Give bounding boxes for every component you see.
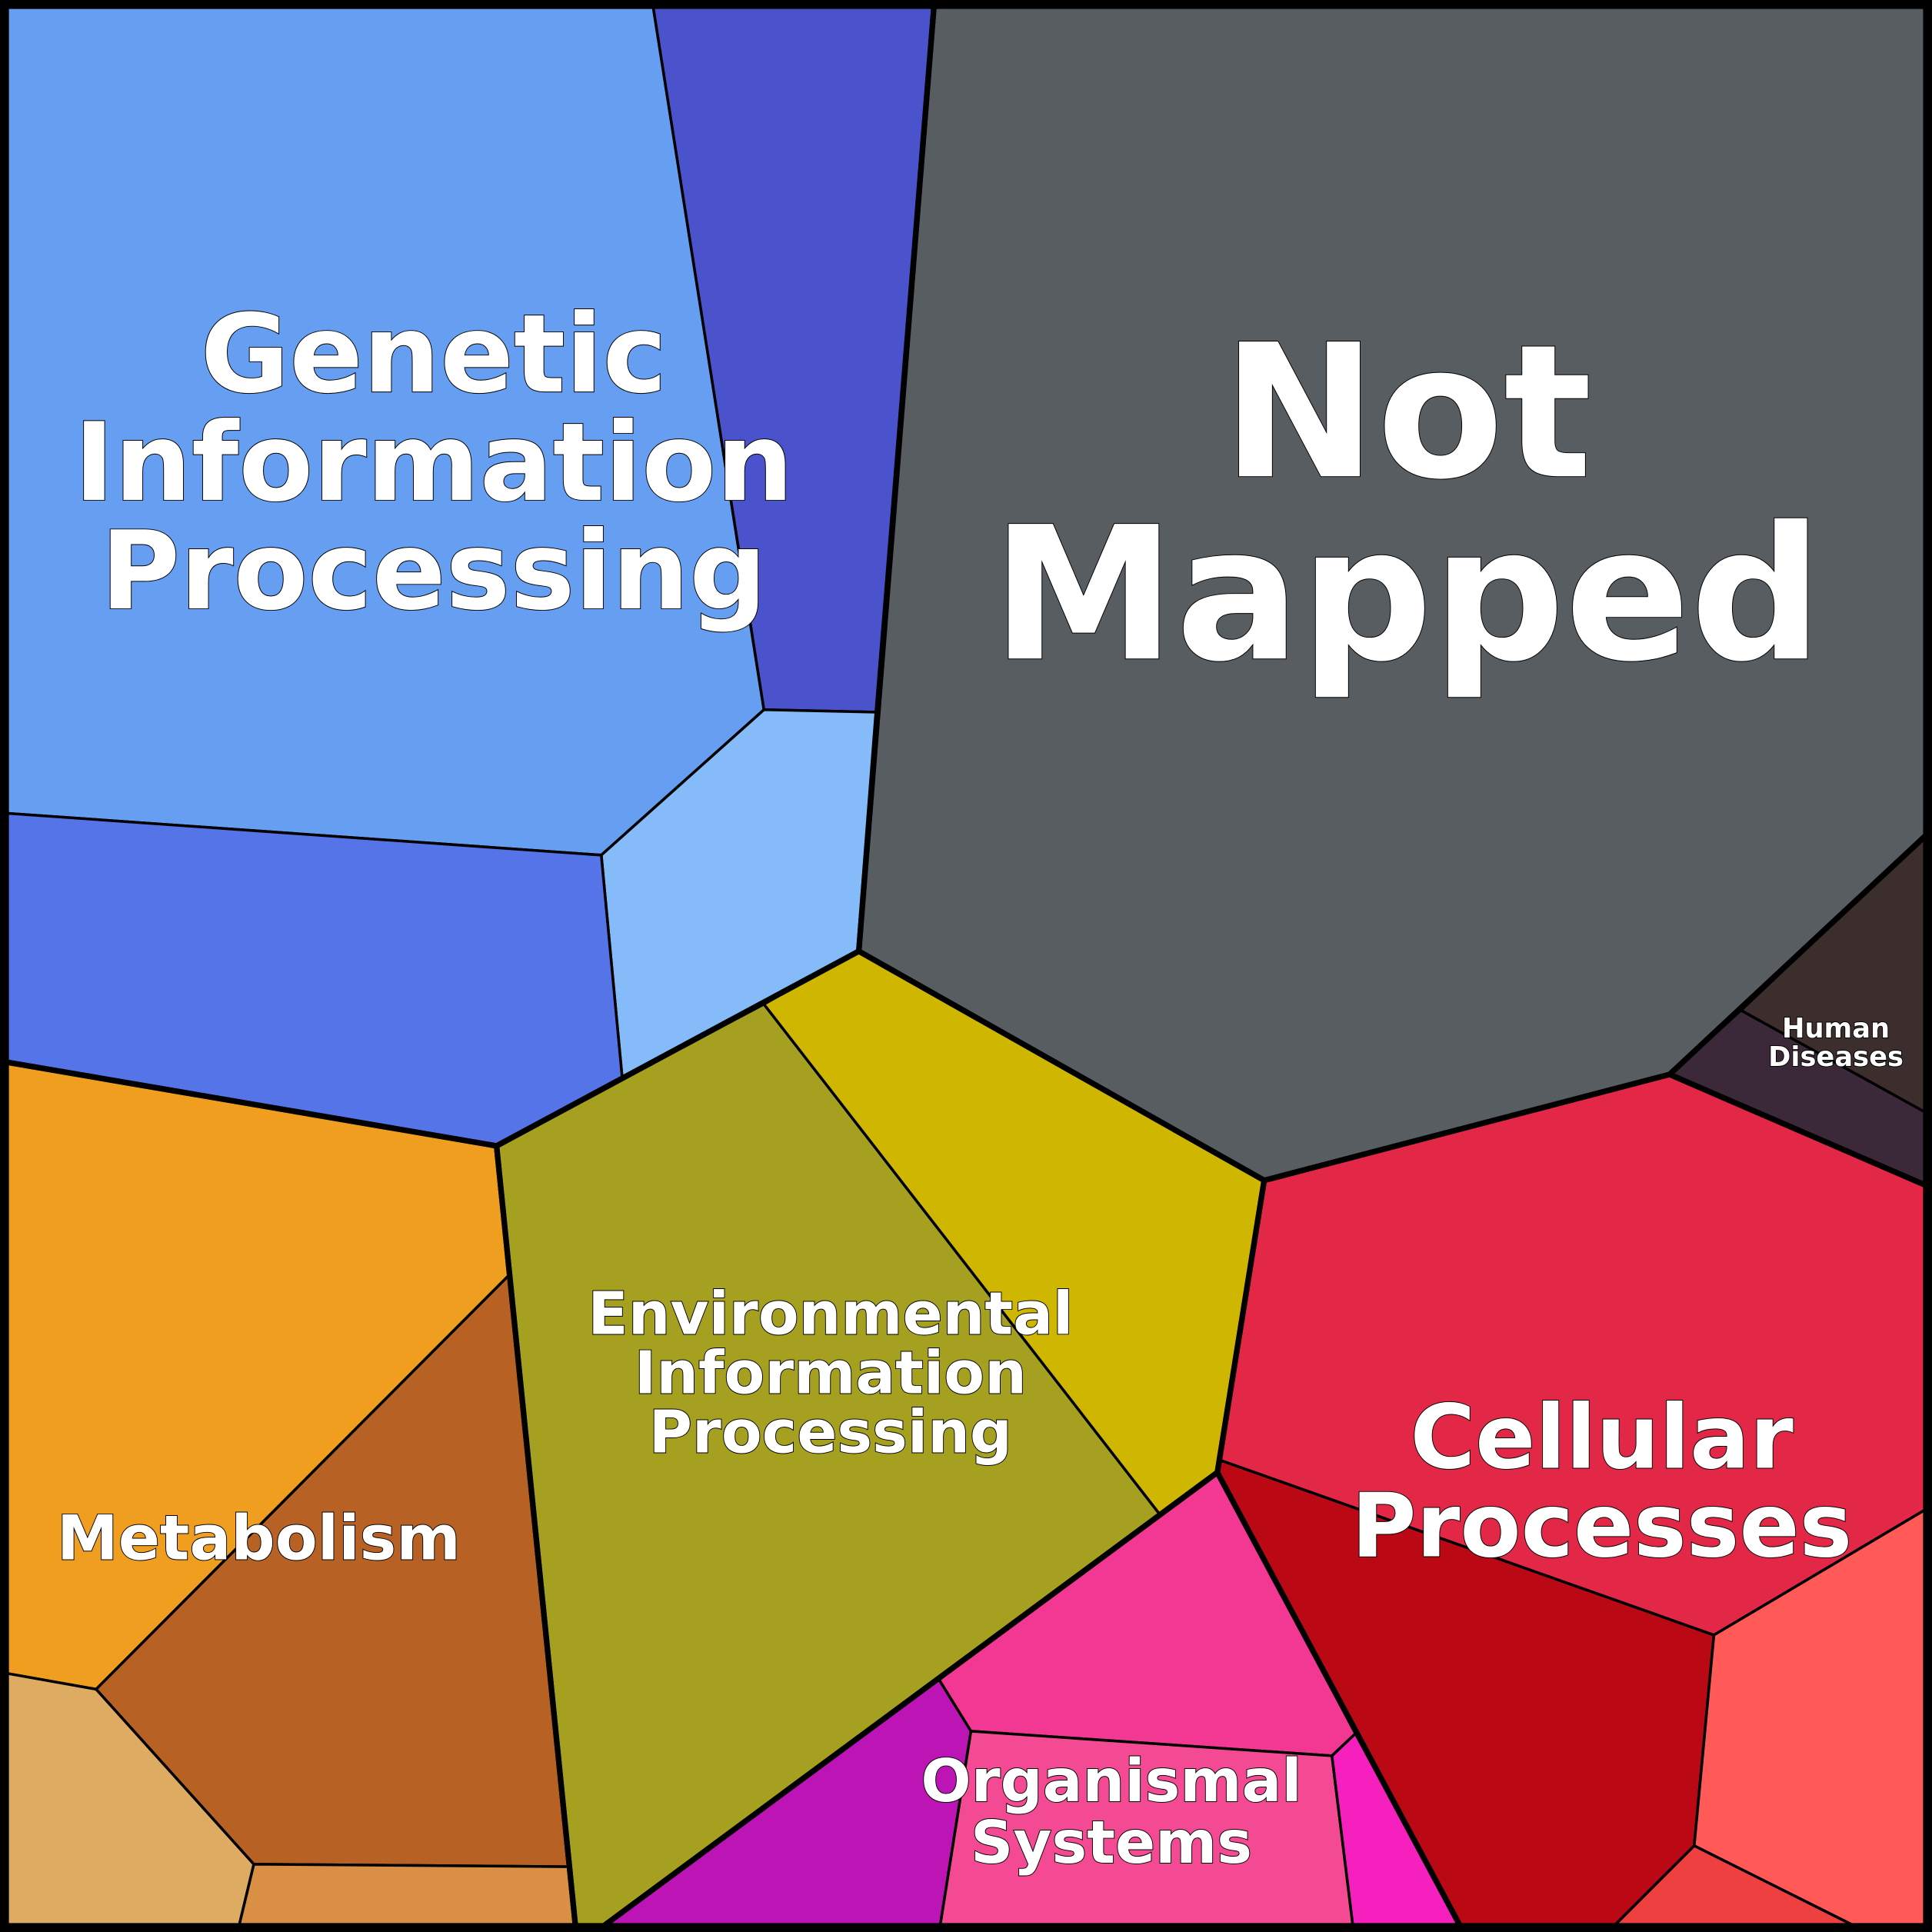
organismal-systems-label-line: Organismal	[921, 1747, 1301, 1816]
genetic-information-processing-label-line: Genetic	[201, 291, 668, 418]
genetic-information-processing-label-line: Processing	[101, 508, 767, 635]
environmental-information-processing-label: Environmental Information Processing	[588, 1281, 1073, 1467]
genetic-information-processing-label-line: Information	[74, 400, 793, 526]
not-mapped-label-line: Mapped	[991, 487, 1822, 702]
metabolism-cell-4	[237, 1863, 578, 1927]
not-mapped-label-line: Not	[1222, 305, 1592, 520]
metabolism-label: Metabolism	[57, 1502, 461, 1574]
human-diseases-label-line: Diseases	[1768, 1041, 1904, 1073]
environmental-information-processing-label-line: Environmental	[588, 1281, 1073, 1349]
environmental-information-processing-label-line: Processing	[649, 1398, 1012, 1467]
not-mapped-label: Not Mapped	[991, 305, 1822, 702]
cellular-processes-label-line: Processes	[1351, 1475, 1852, 1578]
organismal-systems-label: Organismal Systems	[921, 1747, 1301, 1877]
cellular-processes-label: Cellular Processes	[1351, 1386, 1852, 1577]
organismal-systems-label-line: Systems	[971, 1809, 1252, 1877]
metabolism-label-line: Metabolism	[57, 1502, 461, 1574]
human-diseases-label: Human Diseases	[1768, 1013, 1904, 1073]
genetic-information-processing-label: Genetic Information Processing	[74, 291, 793, 635]
human-diseases-label-line: Human	[1782, 1013, 1890, 1044]
environmental-information-processing-label-line: Information	[635, 1340, 1027, 1408]
cellular-processes-label-line: Cellular	[1411, 1386, 1794, 1489]
